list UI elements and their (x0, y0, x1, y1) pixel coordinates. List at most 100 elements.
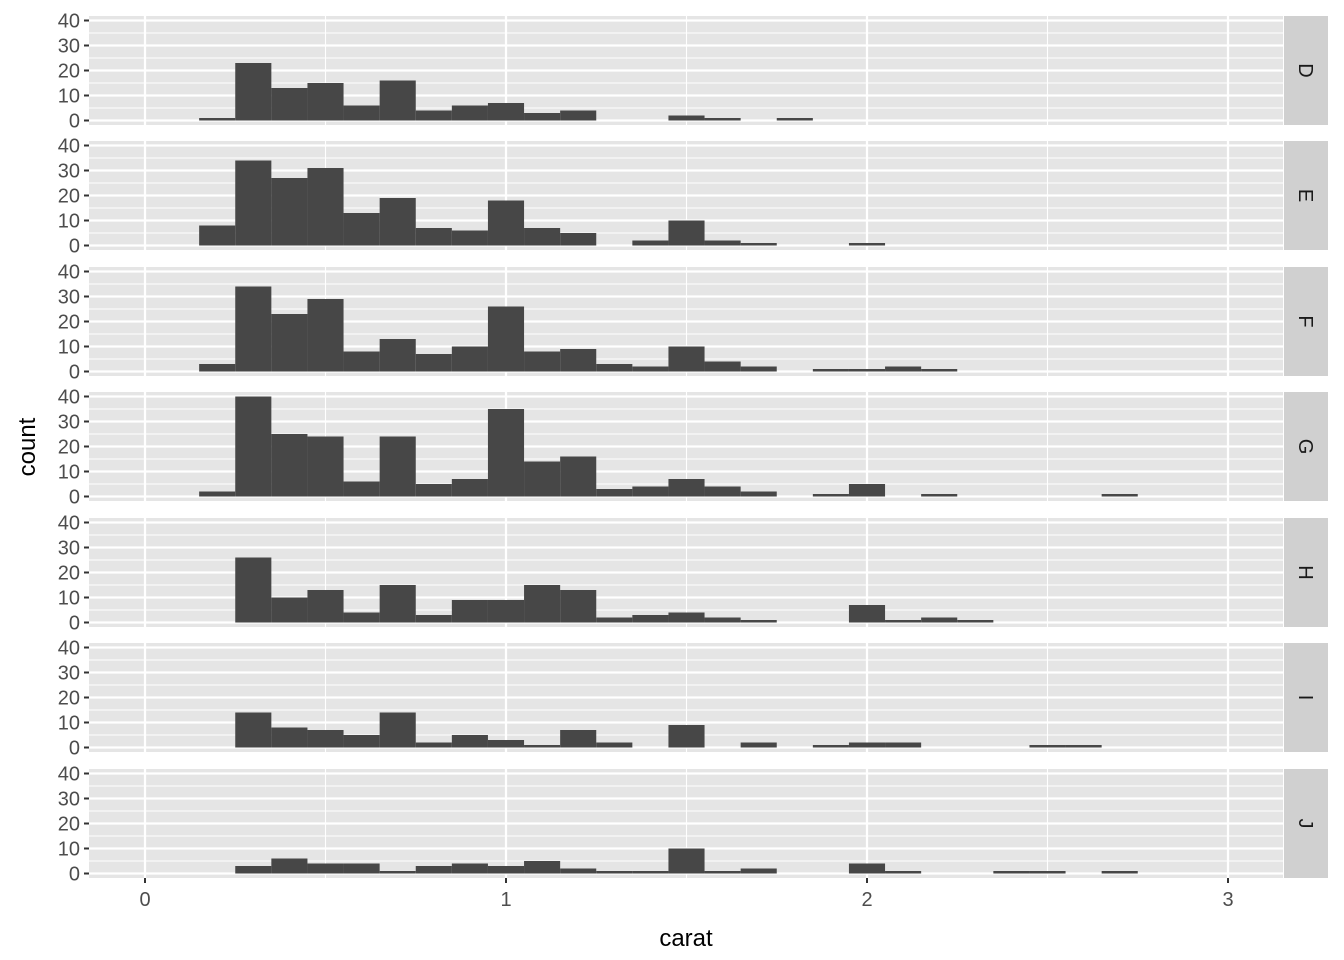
histogram-bar (487, 306, 525, 372)
histogram-bar (632, 366, 669, 372)
histogram-bar (343, 863, 380, 874)
histogram-bar (307, 590, 344, 623)
histogram-bar (668, 612, 705, 623)
histogram-bar (921, 617, 958, 623)
histogram-bar (848, 863, 886, 874)
histogram-bar (1029, 871, 1066, 874)
facet-panel-d: 0 10 20 30 40 D (58, 11, 1328, 133)
histogram-bar (668, 115, 705, 121)
facet-strip-label: H (1294, 565, 1316, 579)
histogram-bar (379, 198, 416, 246)
y-tick-label: 40 (58, 638, 80, 660)
histogram-bar (271, 727, 308, 748)
histogram-bar (596, 489, 633, 497)
histogram-bar (524, 113, 561, 121)
histogram-bar (668, 479, 705, 497)
histogram-bar (487, 866, 525, 874)
histogram-bar (343, 105, 380, 121)
y-tick-label: 10 (58, 86, 80, 108)
y-tick-label: 20 (58, 61, 80, 83)
x-tick-label: 3 (1222, 889, 1233, 911)
histogram-bar (343, 213, 380, 246)
histogram-bar (596, 364, 633, 372)
histogram-bar (560, 349, 597, 372)
histogram-bar (379, 712, 416, 748)
facet-strip-label: G (1294, 439, 1316, 455)
histogram-bar (199, 364, 236, 372)
facet-panels: 0 10 20 30 40 D 0 10 20 30 40 E 0 10 20 30 40 F 0 10 20 30 40 G… (58, 11, 1328, 886)
histogram-bar (812, 745, 849, 748)
y-tick-label: 0 (69, 487, 80, 509)
facet-panel-f: 0 10 20 30 40 F (58, 262, 1328, 384)
facet-strip-label: F (1294, 315, 1316, 327)
histogram-bar (1029, 745, 1066, 748)
facet-strip (1284, 518, 1328, 627)
y-axis-title: count (14, 417, 41, 476)
histogram-bar (271, 88, 308, 121)
facet-strip-label: J (1294, 819, 1316, 829)
histogram-bar (199, 225, 236, 246)
histogram-bar (560, 868, 597, 874)
y-tick-label: 0 (69, 864, 80, 886)
y-tick-label: 30 (58, 789, 80, 811)
histogram-bar (235, 396, 272, 497)
facet-panel-h: 0 10 20 30 40 H (58, 513, 1328, 635)
histogram-bar (415, 484, 452, 497)
histogram-bar (704, 486, 741, 497)
y-tick-label: 20 (58, 437, 80, 459)
histogram-bar (235, 160, 272, 246)
histogram-bar (379, 80, 416, 121)
histogram-bar (921, 369, 958, 372)
histogram-bar (379, 585, 416, 623)
histogram-bar (885, 366, 922, 372)
histogram-bar (415, 615, 452, 623)
y-tick-label: 30 (58, 663, 80, 685)
y-tick-label: 40 (58, 136, 80, 158)
facet-panel-i: 0 10 20 30 40 I (58, 638, 1328, 760)
histogram-bar (524, 861, 561, 874)
y-tick-label: 20 (58, 312, 80, 334)
histogram-bar (451, 600, 488, 623)
facet-strip (1284, 643, 1328, 752)
y-tick-label: 30 (58, 412, 80, 434)
x-axis: 0 1 2 3 (139, 878, 1234, 911)
y-tick-label: 0 (69, 738, 80, 760)
histogram-bar (1065, 745, 1102, 748)
histogram-bar (379, 871, 416, 874)
histogram-bar (307, 299, 344, 372)
x-tick-label: 1 (500, 889, 511, 911)
histogram-bar (524, 745, 561, 748)
histogram-bar (632, 240, 669, 246)
y-tick-label: 10 (58, 462, 80, 484)
histogram-bar (1101, 494, 1138, 497)
histogram-bar (632, 615, 669, 623)
y-tick-label: 10 (58, 211, 80, 233)
facet-strip (1284, 16, 1328, 125)
histogram-bar (271, 178, 308, 246)
facet-panel-g: 0 10 20 30 40 G (58, 387, 1328, 509)
y-tick-label: 0 (69, 613, 80, 635)
histogram-bar (812, 494, 849, 497)
facet-strip (1284, 141, 1328, 250)
histogram-bar (379, 339, 416, 372)
y-tick-label: 0 (69, 236, 80, 258)
histogram-bar (451, 346, 488, 372)
y-tick-label: 20 (58, 563, 80, 585)
facet-panel-j: 0 10 20 30 40 J (58, 764, 1328, 886)
histogram-bar (524, 585, 561, 623)
histogram-bar (415, 228, 452, 246)
histogram-bar (415, 742, 452, 748)
y-tick-label: 10 (58, 337, 80, 359)
histogram-bar (596, 742, 633, 748)
facet-strip (1284, 267, 1328, 376)
histogram-bar (524, 351, 561, 372)
histogram-bar (1101, 871, 1138, 874)
y-tick-label: 30 (58, 538, 80, 560)
histogram-bar (740, 620, 777, 623)
histogram-bar (487, 409, 525, 497)
histogram-bar (343, 481, 380, 497)
facet-strip-label: I (1294, 695, 1316, 701)
y-tick-label: 10 (58, 588, 80, 610)
histogram-bar (271, 858, 308, 874)
histogram-bar (704, 240, 741, 246)
